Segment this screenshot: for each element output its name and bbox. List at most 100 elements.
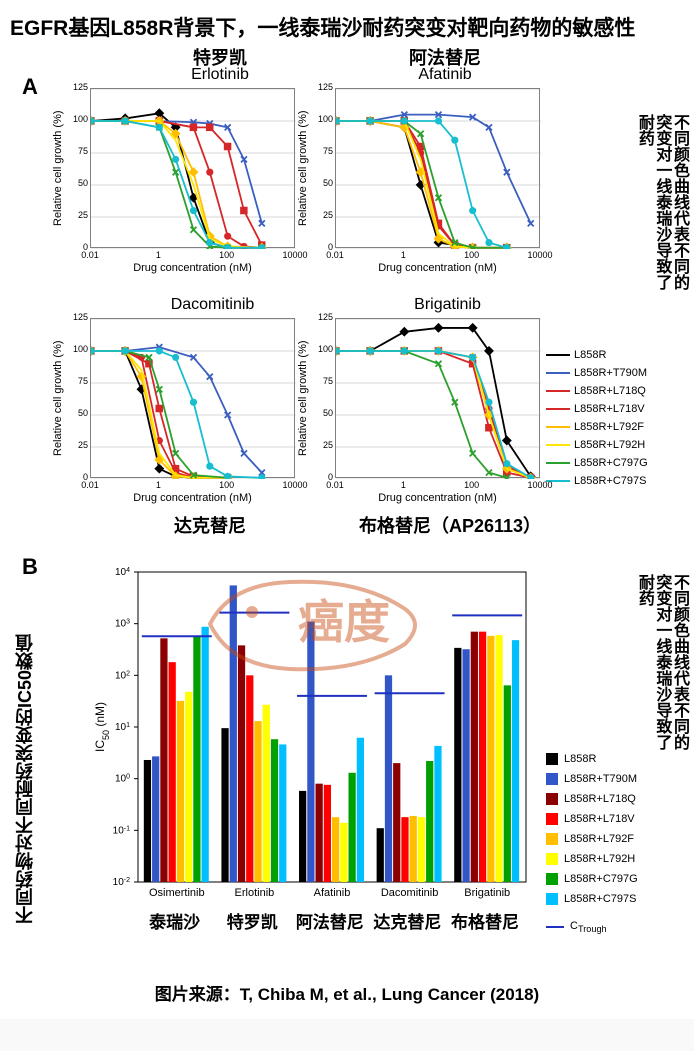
y-axis-label: Relative cell growth (%) <box>297 328 309 468</box>
x-axis-label: Drug concentration (nM) <box>335 262 540 274</box>
page-container: EGFR基因L858R背景下，一线泰瑞沙耐药突变对靶向药物的敏感性 A 特罗凯 … <box>0 0 694 1019</box>
legend-label: L858R+C797G <box>574 457 648 469</box>
y-tick-label: 50 <box>313 178 333 188</box>
x-tick-label: 0.01 <box>75 480 105 490</box>
legend-label: L858R+L718V <box>564 813 635 825</box>
svg-text:10-1: 10-1 <box>113 825 130 837</box>
legend-item: L858R+L792F <box>546 829 638 849</box>
x-tick-label: 100 <box>212 250 242 260</box>
y-axis-label: Relative cell growth (%) <box>297 98 309 238</box>
legend-label: L858R+T790M <box>574 367 647 379</box>
charts-a-container: A 特罗凯 Erlotinib 阿法替尼 Afatinib Dacomitini… <box>0 44 694 544</box>
legend-item: L858R <box>546 346 648 364</box>
legend-a: L858RL858R+T790ML858R+L718QL858R+L718VL8… <box>546 346 648 490</box>
legend-label: L858R+T790M <box>564 773 637 785</box>
legend-label: L858R+L718Q <box>564 793 636 805</box>
y-tick-label: 75 <box>313 376 333 386</box>
y-tick-label: 75 <box>313 146 333 156</box>
chart-b-ic50: 10-210-1100101102103104IC50 (nM)Osimerti… <box>90 564 530 934</box>
side-note-b-left: 不同药物对不同耐药突变的IC50数值 <box>12 604 38 924</box>
svg-text:Brigatinib: Brigatinib <box>464 887 510 899</box>
y-tick-label: 100 <box>313 114 333 124</box>
chart-erlotinib <box>90 88 295 248</box>
y-tick-label: 25 <box>68 440 88 450</box>
legend-item: L858R+L718Q <box>546 382 648 400</box>
legend-ctrough-line <box>546 926 564 928</box>
legend-swatch <box>546 833 558 845</box>
drug-title-en-dacomitinib: Dacomitinib <box>110 296 315 314</box>
legend-item: L858R+T790M <box>546 769 638 789</box>
chart-dacomitinib <box>90 318 295 478</box>
x-axis-label: Drug concentration (nM) <box>335 492 540 504</box>
legend-marker <box>546 444 570 446</box>
drug-label-cn: 泰瑞沙 <box>136 908 214 933</box>
legend-item: L858R+L718V <box>546 809 638 829</box>
drug-title-en-afatinib: Afatinib <box>335 66 555 84</box>
legend-label: L858R+C797G <box>564 873 638 885</box>
y-tick-label: 125 <box>68 82 88 92</box>
x-tick-label: 1 <box>388 480 418 490</box>
x-axis-label: Drug concentration (nM) <box>90 492 295 504</box>
legend-swatch <box>546 793 558 805</box>
legend-item: L858R+L718Q <box>546 789 638 809</box>
drug-label-cn: 阿法替尼 <box>291 908 369 933</box>
legend-item: L858R+C797S <box>546 472 648 490</box>
svg-text:104: 104 <box>115 567 130 579</box>
drug-title-cn-brigatinib: 布格替尼（AP26113） <box>320 512 580 538</box>
legend-item: L858R+T790M <box>546 364 648 382</box>
x-tick-label: 100 <box>457 250 487 260</box>
x-tick-label: 0.01 <box>320 250 350 260</box>
drug-title-cn-dacomitinib: 达克替尼 <box>110 512 310 538</box>
legend-item: L858R+C797G <box>546 869 638 889</box>
legend-swatch <box>546 773 558 785</box>
drug-title-en-brigatinib: Brigatinib <box>345 296 550 314</box>
panel-b: B 不同药物对不同耐药突变的IC50数值 10-210-110010110210… <box>0 544 694 974</box>
svg-text:Erlotinib: Erlotinib <box>235 887 275 899</box>
legend-label: L858R+L718Q <box>574 385 646 397</box>
legend-swatch <box>546 873 558 885</box>
legend-item: L858R <box>546 749 638 769</box>
legend-item: L858R+L792H <box>546 849 638 869</box>
legend-swatch <box>546 853 558 865</box>
y-axis-label: Relative cell growth (%) <box>52 98 64 238</box>
y-tick-label: 25 <box>313 210 333 220</box>
y-axis-label: Relative cell growth (%) <box>52 328 64 468</box>
x-tick-label: 10000 <box>280 480 310 490</box>
y-tick-label: 100 <box>313 344 333 354</box>
panel-a: A 特罗凯 Erlotinib 阿法替尼 Afatinib Dacomitini… <box>0 44 694 544</box>
main-title: EGFR基因L858R背景下，一线泰瑞沙耐药突变对靶向药物的敏感性 <box>0 0 694 44</box>
svg-text:Osimertinib: Osimertinib <box>149 887 205 899</box>
y-tick-label: 50 <box>68 178 88 188</box>
legend-label: L858R+C797S <box>564 893 636 905</box>
x-tick-label: 1 <box>143 250 173 260</box>
drug-title-en-erlotinib: Erlotinib <box>110 66 330 84</box>
y-tick-label: 125 <box>313 312 333 322</box>
svg-text:102: 102 <box>115 670 130 682</box>
legend-label: L858R <box>564 753 596 765</box>
chart-afatinib <box>335 88 540 248</box>
drug-label-cn: 达克替尼 <box>369 908 447 933</box>
x-tick-label: 100 <box>212 480 242 490</box>
drug-label-cn: 布格替尼 <box>446 908 524 933</box>
legend-item: L858R+L792H <box>546 436 648 454</box>
x-tick-label: 0.01 <box>75 250 105 260</box>
legend-label: L858R+L792H <box>574 439 645 451</box>
legend-marker <box>546 354 570 356</box>
legend-label: L858R+L792H <box>564 853 635 865</box>
svg-text:100: 100 <box>115 773 130 785</box>
legend-label: L858R+L792F <box>564 833 634 845</box>
legend-label: L858R+C797S <box>574 475 646 487</box>
y-tick-label: 125 <box>313 82 333 92</box>
footer-source: 图片来源：T, Chiba M, et al., Lung Cancer (20… <box>0 974 694 1019</box>
legend-label: L858R <box>574 349 606 361</box>
x-tick-label: 10000 <box>525 480 555 490</box>
legend-marker <box>546 372 570 374</box>
x-tick-label: 10000 <box>280 250 310 260</box>
side-note-b-right: 不同颜色曲线代表不同的突变对一线泰瑞沙导致了耐药 <box>633 574 688 754</box>
y-tick-label: 25 <box>313 440 333 450</box>
y-tick-label: 100 <box>68 114 88 124</box>
side-note-a: 不同颜色曲线代表不同的突变对一线泰瑞沙导致了耐药 <box>633 114 688 294</box>
legend-swatch <box>546 813 558 825</box>
y-tick-label: 50 <box>313 408 333 418</box>
x-tick-label: 0.01 <box>320 480 350 490</box>
